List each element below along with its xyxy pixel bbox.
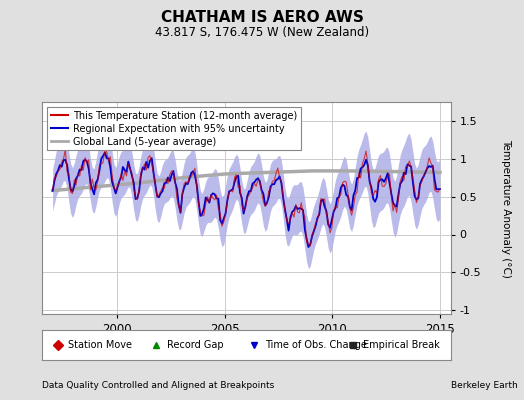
Text: Record Gap: Record Gap xyxy=(167,340,223,350)
Text: Data Quality Controlled and Aligned at Breakpoints: Data Quality Controlled and Aligned at B… xyxy=(42,381,274,390)
Text: 43.817 S, 176.475 W (New Zealand): 43.817 S, 176.475 W (New Zealand) xyxy=(155,26,369,39)
Text: Station Move: Station Move xyxy=(69,340,133,350)
Text: CHATHAM IS AERO AWS: CHATHAM IS AERO AWS xyxy=(160,10,364,25)
Text: Empirical Break: Empirical Break xyxy=(363,340,440,350)
Legend: This Temperature Station (12-month average), Regional Expectation with 95% uncer: This Temperature Station (12-month avera… xyxy=(47,107,301,150)
Y-axis label: Temperature Anomaly (°C): Temperature Anomaly (°C) xyxy=(501,138,511,278)
Text: Berkeley Earth: Berkeley Earth xyxy=(451,381,517,390)
Text: Time of Obs. Change: Time of Obs. Change xyxy=(265,340,367,350)
